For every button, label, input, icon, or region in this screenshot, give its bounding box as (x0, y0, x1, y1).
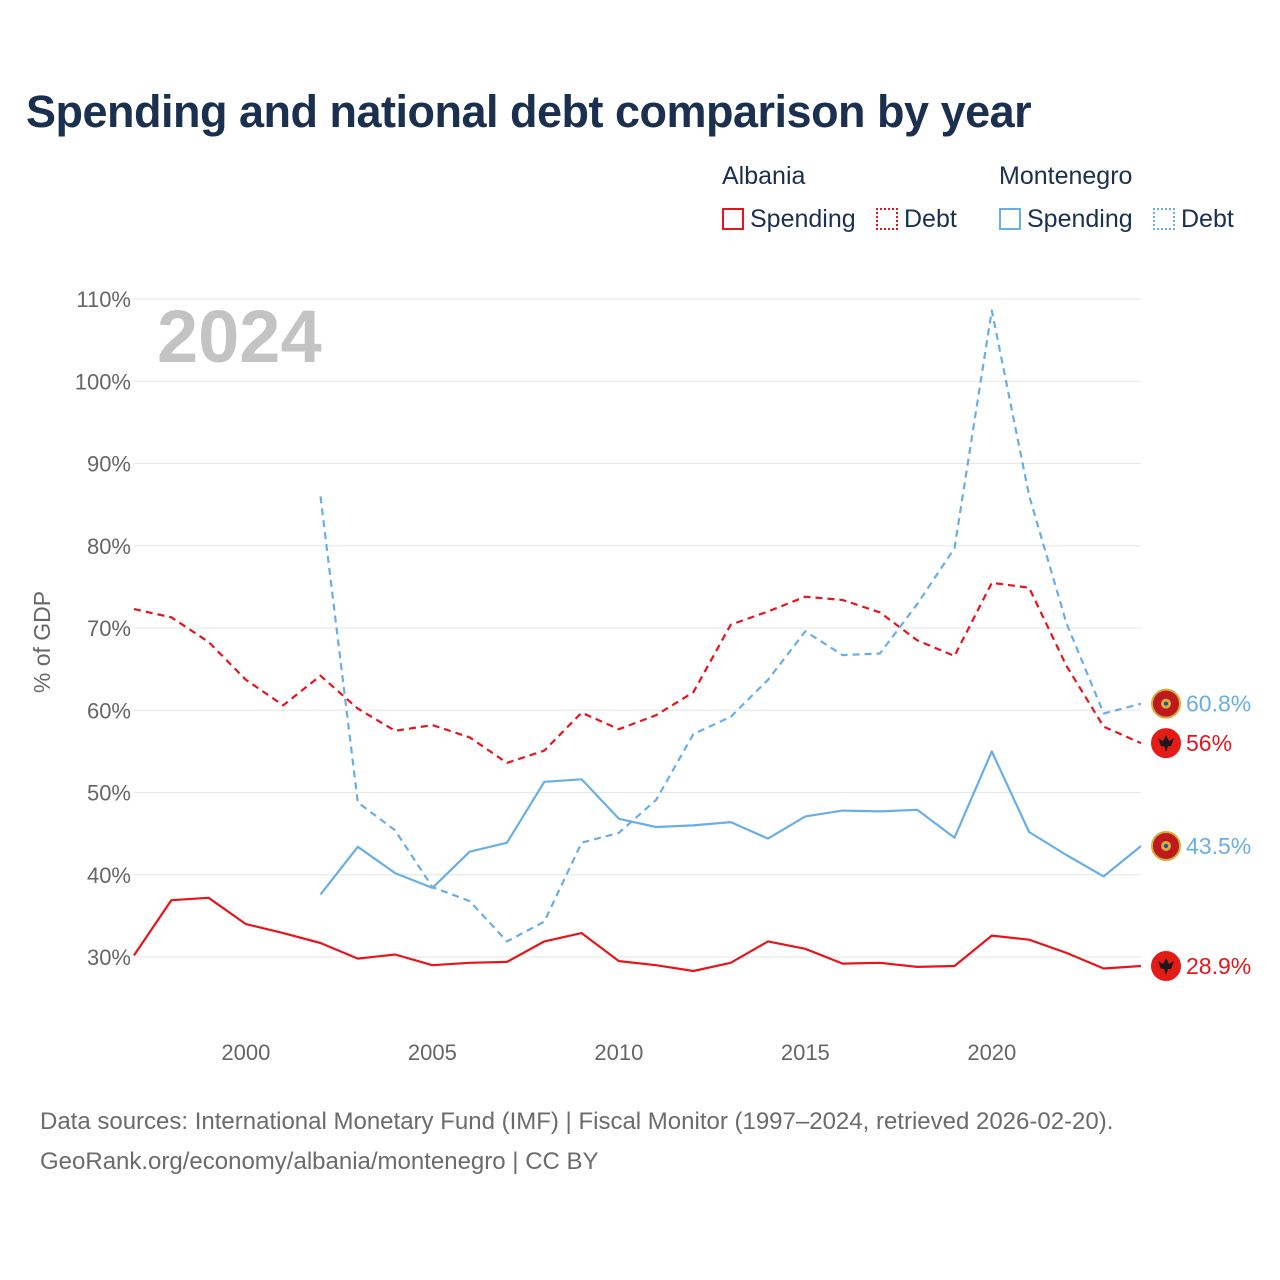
end-label-albania-spending: 28.9% (1186, 953, 1251, 979)
eagle-icon (1158, 735, 1174, 753)
y-tick-label: 90% (87, 452, 131, 477)
end-marker-montenegro-spending: 43.5% (1151, 830, 1251, 861)
series-line-albania-spending (133, 896, 1142, 973)
footer-source: Data sources: International Monetary Fun… (40, 1108, 1114, 1135)
y-tick-label: 60% (87, 698, 131, 723)
y-tick-label: 50% (87, 781, 131, 806)
y-tick-label: 80% (87, 534, 131, 559)
legend-montenegro-debt-label: Debt (1181, 204, 1234, 233)
eagle-icon (1158, 958, 1174, 976)
x-tick-label: 2015 (781, 1040, 830, 1065)
y-tick-label: 110% (76, 287, 131, 312)
x-tick-label: 2010 (594, 1040, 643, 1065)
coat-of-arms-center (1164, 843, 1168, 848)
x-tick-label: 2005 (408, 1040, 457, 1065)
end-marker-montenegro-debt: 60.8% (1151, 688, 1251, 719)
legend-montenegro-spending-label: Spending (1027, 204, 1133, 233)
chart-title: Spending and national debt comparison by… (26, 86, 1032, 137)
legend-albania-debt-swatch (876, 208, 898, 230)
y-axis-ticks: 30% 40% 50% 60% 70% 80% 90% 100% 110% (75, 287, 131, 970)
line-chart: 2024 30%40%50%60%70%80%90%100%110% 2000 2… (29, 287, 1251, 1065)
end-label-albania-debt: 56% (1186, 730, 1232, 756)
end-label-montenegro-spending: 43.5% (1186, 833, 1251, 859)
y-tick-label: 100% (75, 369, 131, 394)
legend-group-montenegro: Montenegro (999, 162, 1133, 190)
series-lines (133, 309, 1142, 973)
grid-lines (134, 298, 1141, 958)
series-line-montenegro-debt (319, 309, 1142, 943)
legend-montenegro-debt[interactable]: Debt (1153, 203, 1234, 235)
x-tick-label: 2020 (967, 1040, 1016, 1065)
legend-montenegro-spending-swatch (999, 208, 1021, 230)
y-tick-label: 40% (87, 863, 131, 888)
legend-albania-debt-label: Debt (904, 204, 957, 233)
legend-montenegro-spending[interactable]: Spending (999, 203, 1133, 235)
year-watermark: 2024 (157, 295, 322, 378)
end-marker-albania-debt: 56% (1151, 728, 1232, 759)
end-label-montenegro-debt: 60.8% (1186, 691, 1251, 717)
legend-albania-debt[interactable]: Debt (876, 203, 957, 235)
series-line-montenegro-spending (319, 750, 1142, 896)
series-line-albania-debt (133, 581, 1142, 765)
y-tick-label: 30% (87, 945, 131, 970)
series-end-markers: 56% 28.9% 60.8% 43.5% (1151, 688, 1251, 982)
legend-albania-spending-label: Spending (750, 204, 856, 233)
legend-albania-spending[interactable]: Spending (722, 203, 856, 235)
footer-credit: GeoRank.org/economy/albania/montenegro |… (40, 1148, 599, 1175)
end-marker-albania-spending: 28.9% (1151, 951, 1251, 982)
y-tick-label: 70% (87, 616, 131, 641)
legend-albania-spending-swatch (722, 208, 744, 230)
legend-montenegro-debt-swatch (1153, 208, 1175, 230)
x-axis-ticks: 2000 2005 2010 2015 2020 (221, 1040, 1016, 1065)
legend-group-albania: Albania (722, 162, 806, 190)
x-tick-label: 2000 (221, 1040, 270, 1065)
y-axis-label: % of GDP (29, 591, 55, 693)
coat-of-arms-center (1164, 701, 1168, 706)
